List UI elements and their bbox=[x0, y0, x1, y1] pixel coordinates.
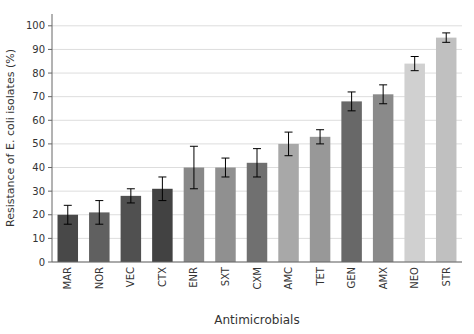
bar bbox=[215, 168, 236, 262]
y-tick-label: 80 bbox=[32, 68, 45, 79]
x-tick-label: AMC bbox=[283, 267, 294, 289]
bars bbox=[58, 33, 457, 262]
y-tick-label: 20 bbox=[32, 209, 45, 220]
y-tick bbox=[48, 73, 52, 74]
error-bar bbox=[379, 85, 387, 104]
error-bar bbox=[190, 146, 198, 189]
grid-line bbox=[52, 96, 462, 97]
grid-line bbox=[52, 49, 462, 50]
y-tick bbox=[48, 262, 52, 263]
y-tick bbox=[48, 96, 52, 97]
bar bbox=[121, 196, 142, 262]
error-bar bbox=[442, 33, 450, 42]
x-tick-label: SXT bbox=[220, 266, 231, 286]
grid-line bbox=[52, 262, 462, 263]
y-tick-label: 60 bbox=[32, 115, 45, 126]
y-tick-label: 50 bbox=[32, 138, 45, 149]
x-tick-label: GEN bbox=[346, 267, 357, 289]
error-bar bbox=[158, 177, 166, 201]
grid-line bbox=[52, 120, 462, 121]
bar bbox=[278, 144, 299, 262]
y-tick bbox=[48, 120, 52, 121]
x-tick-label: NOR bbox=[94, 267, 105, 289]
y-tick-label: 10 bbox=[32, 233, 45, 244]
bar bbox=[436, 38, 457, 262]
y-tick-label: 100 bbox=[26, 20, 45, 31]
bar bbox=[341, 101, 362, 262]
bar bbox=[247, 163, 268, 262]
error-bar bbox=[64, 205, 72, 224]
error-bar bbox=[221, 158, 229, 177]
x-tick-label: CTX bbox=[157, 267, 168, 287]
x-tick-label: MAR bbox=[62, 267, 73, 289]
y-tick-label: 70 bbox=[32, 91, 45, 102]
y-tick-label: 40 bbox=[32, 162, 45, 173]
x-axis-label: Antimicrobials bbox=[214, 313, 299, 327]
error-bar bbox=[285, 132, 293, 156]
error-bar bbox=[411, 57, 419, 71]
bar bbox=[373, 94, 394, 262]
y-tick-label: 30 bbox=[32, 186, 45, 197]
x-tick-label: STR bbox=[441, 267, 452, 286]
error-bar bbox=[127, 189, 135, 203]
y-tick-label: 0 bbox=[39, 257, 45, 268]
y-axis-label: Resistance of E. coli isolates (%) bbox=[4, 49, 17, 227]
x-tick-label: NEO bbox=[409, 267, 420, 289]
grid bbox=[52, 26, 462, 262]
grid-line bbox=[52, 25, 462, 26]
x-tick-label: VEC bbox=[125, 267, 136, 287]
x-tick-label: ENR bbox=[188, 267, 199, 288]
y-axis: 0 10 20 30 40 50 60 70 80 90 100 bbox=[26, 14, 52, 268]
bar bbox=[310, 137, 331, 262]
y-tick bbox=[48, 25, 52, 26]
y-tick-label: 90 bbox=[32, 44, 45, 55]
chart-container: 0 10 20 30 40 50 60 70 80 90 100 MAR NOR VEC CTX ENR SXT… bbox=[0, 0, 474, 334]
y-tick bbox=[48, 214, 52, 215]
error-bar bbox=[95, 201, 103, 225]
x-tick-label: CXM bbox=[252, 267, 263, 289]
y-axis-line bbox=[52, 14, 53, 262]
y-tick bbox=[48, 191, 52, 192]
grid-line bbox=[52, 143, 462, 144]
error-bar bbox=[348, 92, 356, 111]
y-tick bbox=[48, 143, 52, 144]
y-tick bbox=[48, 49, 52, 50]
x-axis-line bbox=[52, 262, 462, 263]
y-tick bbox=[48, 238, 52, 239]
x-tick-label: TET bbox=[315, 266, 326, 286]
chart-svg: 0 10 20 30 40 50 60 70 80 90 100 MAR NOR VEC CTX ENR SXT… bbox=[0, 0, 474, 334]
y-tick bbox=[48, 167, 52, 168]
x-axis: MAR NOR VEC CTX ENR SXT CXM AMC TET GEN AMX NEO STR bbox=[62, 266, 451, 289]
x-tick-label: AMX bbox=[378, 267, 389, 289]
grid-line bbox=[52, 73, 462, 74]
error-bar bbox=[316, 130, 324, 144]
error-bar bbox=[253, 149, 261, 177]
bar bbox=[404, 64, 425, 262]
